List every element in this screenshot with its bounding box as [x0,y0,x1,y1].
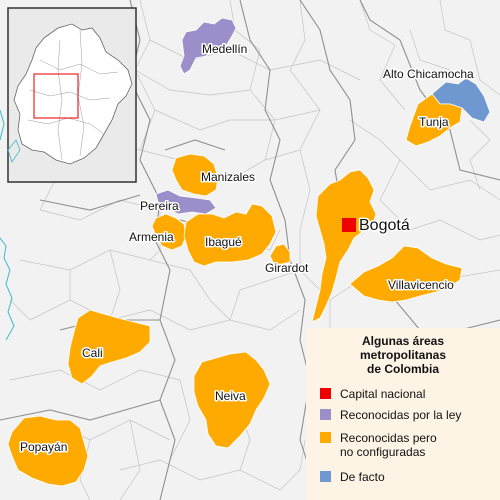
bogota-area [311,169,377,323]
medellin-area [179,17,237,75]
label-neiva: Neiva [215,389,246,403]
legend-swatch-capital [320,388,331,399]
label-popayan: Popayán [20,440,67,454]
legend-title: Algunas áreas metropolitanas de Colombia [306,334,500,376]
legend-item-capital: Capital nacional [320,387,425,401]
legend-label: De facto [340,470,385,484]
label-alto-chicamocha: Alto Chicamocha [383,67,474,81]
label-villavicencio: Villavicencio [388,278,454,292]
label-medellin: Medellín [202,42,247,56]
legend-label: Capital nacional [340,387,426,401]
pereira-area [155,189,217,215]
label-armenia: Armenia [129,230,174,244]
legend-swatch-legal [320,409,331,420]
label-bogota: Bogotá [359,217,410,234]
neiva-area [193,351,271,449]
cali-area [67,309,151,385]
coastline [0,109,15,341]
girardot-area [269,243,291,265]
legend-title-line: de Colombia [366,362,439,376]
bogota-capital-marker [342,218,356,232]
legend-swatch-de-facto [320,471,331,482]
villavicencio-area [349,245,463,303]
label-manizales: Manizales [201,170,255,184]
ibague-area [183,203,277,267]
inset-coast [7,139,21,163]
label-tunja: Tunja [419,115,449,129]
legend-swatch-unconfigured [320,432,331,443]
label-pereira: Pereira [140,199,179,213]
label-ibague: Ibagué [205,235,242,249]
tunja-area [405,93,463,147]
popayan-area [7,415,89,487]
label-girardot: Girardot [265,261,309,275]
legend-item-unconfigured: Reconocidas pero no configuradas [320,431,437,459]
legend-label: Reconocidas por la ley [340,408,462,422]
legend-title-line: metropolitanas [359,348,446,362]
manizales-area [171,153,219,197]
legend-title-line: Algunas áreas [361,334,445,348]
inset-highlight [33,73,79,119]
legend-item-de-facto: De facto [320,470,385,484]
armenia-area [151,213,187,251]
legend: Algunas áreas metropolitanas de Colombia… [306,328,500,500]
legend-item-legal: Reconocidas por la ley [320,408,461,422]
inset-map [7,7,137,183]
inset-country-outline [13,23,133,165]
legend-label: Reconocidas pero no configuradas [340,431,437,459]
label-cali: Cali [82,346,103,360]
